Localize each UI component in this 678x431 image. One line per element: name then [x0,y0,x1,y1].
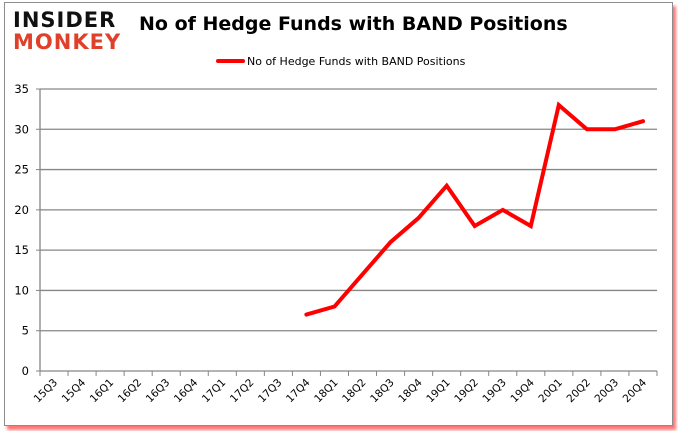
y-tick-label: 15 [14,243,29,257]
x-tick-label: 16Q3 [144,377,173,406]
x-tick-label: 19Q3 [480,377,509,406]
y-tick-label: 0 [22,364,29,378]
chart-title: No of Hedge Funds with BAND Positions [139,13,568,35]
insider-monkey-logo: INSIDER MONKEY [13,9,128,55]
x-tick-label: 17Q2 [228,377,257,406]
series-line [304,101,645,317]
x-tick-label: 20Q1 [536,377,565,406]
x-tick-label: 19Q2 [452,377,481,406]
x-tick-label: 19Q4 [508,376,537,405]
y-tick-label: 25 [14,163,29,177]
x-tick-label: 18Q3 [368,377,397,406]
x-tick-label: 18Q4 [396,376,425,405]
y-tick-label: 35 [14,82,29,96]
y-axis: 0 5 10 15 20 25 30 35 [14,82,41,378]
gridlines [40,88,657,332]
x-tick-label: 15Q4 [60,376,89,405]
x-tick-label: 20Q3 [593,377,622,406]
chart-frame [4,2,673,426]
y-tick-label: 10 [14,283,29,297]
x-tick-label: 15Q3 [32,377,61,406]
x-tick-label: 16Q1 [88,377,117,406]
x-tick-label: 17Q3 [256,377,285,406]
x-tick-label: 17Q1 [200,377,229,406]
chart-legend: No of Hedge Funds with BAND Positions [216,53,465,69]
x-tick-label: 18Q1 [312,377,341,406]
legend-label: No of Hedge Funds with BAND Positions [247,54,466,68]
logo-line-2: MONKEY [13,30,122,54]
x-tick-label: 18Q2 [340,377,369,406]
x-axis: 15Q3 15Q4 16Q1 16Q2 16Q3 16Q4 17Q1 17Q2 17Q3 17Q4… [32,370,658,406]
legend-line-swatch-icon [216,59,245,63]
x-tick-label: 20Q2 [565,377,594,406]
y-tick-label: 20 [14,203,29,217]
logo-line-1: INSIDER [13,8,117,32]
x-tick-label: 16Q4 [172,376,201,405]
y-tick-label: 5 [22,324,29,338]
x-tick-label: 20Q4 [621,376,650,405]
x-tick-label: 17Q4 [284,376,313,405]
y-tick-label: 30 [14,122,29,136]
x-tick-label: 19Q1 [424,377,453,406]
x-tick-label: 16Q2 [116,377,145,406]
